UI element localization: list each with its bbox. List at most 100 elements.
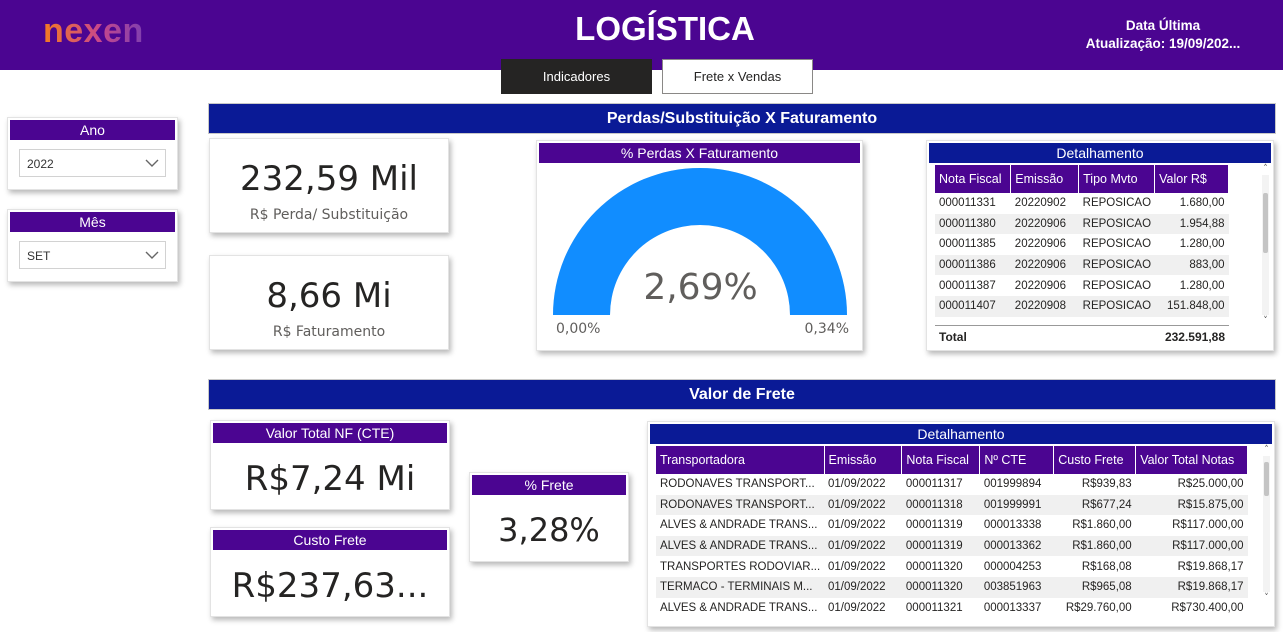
table-row[interactable]: 000011387 20220906 REPOSICAO 1.280,00 [935, 275, 1229, 296]
kpi-freight-cost-title: Custo Frete [213, 530, 447, 550]
freight-cell: ALVES & ANDRADE TRANS... [656, 535, 824, 557]
losses-total-row: Total 232.591,88 [935, 325, 1229, 347]
freight-col-header[interactable]: Nº CTE [979, 446, 1055, 474]
table-row[interactable]: 000011331 20220902 REPOSICAO 1.680,00 [935, 193, 1229, 214]
table-row[interactable]: 000011385 20220906 REPOSICAO 1.280,00 [935, 234, 1229, 255]
freight-cell: R$168,08 [1081, 560, 1132, 573]
table-row[interactable]: 000011380 20220906 REPOSICAO 1.954,88 [935, 213, 1229, 235]
freight-cell: 000011318 [901, 494, 980, 516]
last-update-line2: Atualização: 19/09/202... [1085, 36, 1241, 51]
freight-cell: 001999894 [983, 478, 1042, 491]
losses-cell: 000011380 [935, 213, 1011, 235]
kpi-freight-pct-value: 3,28% [498, 511, 600, 549]
losses-cell: 20220906 [1010, 213, 1079, 235]
freight-cell: R$117.000,00 [1172, 519, 1244, 532]
gauge-title: % Perdas X Faturamento [539, 143, 860, 163]
losses-cell: REPOSICAO [1078, 254, 1155, 276]
table-row[interactable]: RODONAVES TRANSPORT... 01/09/2022 00001131… [656, 474, 1248, 495]
kpi-freight-pct-card: % Frete 3,28% [469, 472, 629, 562]
kpi-revenue-value: 8,66 Mi [266, 276, 392, 316]
freight-col-header[interactable]: Transportadora [656, 446, 825, 474]
losses-cell: 1.954,88 [1154, 213, 1229, 235]
page-title: LOGÍSTICA [575, 10, 755, 47]
table-row[interactable]: TERMACO - TERMINAIS M... 01/09/2022 000011… [656, 576, 1248, 598]
tab-indicadores[interactable]: Indicadores [501, 59, 652, 94]
nexen-logo: nexen [43, 12, 144, 50]
freight-scrollbar[interactable] [1263, 456, 1270, 592]
freight-cell: 01/09/2022 [824, 576, 902, 598]
losses-cell: 000011385 [939, 238, 996, 251]
gauge-card: % Perdas X Faturamento 2,69% 0,00% 0,34% [536, 140, 863, 351]
scroll-up-icon[interactable]: ˄ [1263, 164, 1268, 174]
section-freight-header: Valor de Frete [208, 379, 1276, 410]
losses-scroll-thumb[interactable] [1263, 193, 1268, 253]
losses-table-header: Nota Fiscal Emissão Tipo Mvto Valor R$ [935, 165, 1229, 193]
mes-dropdown[interactable]: SET [19, 241, 166, 269]
last-update-info: Data Última Atualização: 19/09/202... [1068, 17, 1258, 53]
losses-cell: 000011387 [939, 279, 996, 292]
freight-cell: R$730.400,00 [1171, 601, 1244, 614]
table-row[interactable]: ALVES & ANDRADE TRANS... 01/09/2022 000011… [656, 515, 1248, 536]
freight-col-header[interactable]: Emissão [824, 446, 903, 474]
losses-col-header[interactable]: Nota Fiscal [935, 165, 1012, 193]
scroll-up-icon[interactable]: ˄ [1264, 445, 1269, 455]
freight-cell: 003851963 [979, 576, 1054, 598]
losses-col-header[interactable]: Tipo Mvto [1078, 165, 1156, 193]
freight-cell: R$939,83 [1081, 478, 1132, 491]
freight-cell: 000013337 [983, 601, 1042, 614]
freight-scroll-thumb[interactable] [1264, 462, 1269, 496]
losses-cell: REPOSICAO [1082, 197, 1152, 210]
losses-col-header[interactable]: Emissão [1010, 165, 1080, 193]
losses-scrollbar[interactable] [1262, 175, 1269, 315]
kpi-loss-value: 232,59 Mil [239, 159, 418, 199]
slicer-ano-title: Ano [10, 120, 175, 140]
gauge-min-label: 0,00% [556, 321, 601, 337]
losses-cell: 1.280,00 [1179, 238, 1225, 251]
losses-cell: REPOSICAO [1082, 279, 1152, 292]
freight-col-header[interactable]: Custo Frete [1053, 446, 1137, 474]
losses-cell: 20220906 [1014, 238, 1066, 251]
table-row[interactable]: ALVES & ANDRADE TRANS... 01/09/2022 000011… [656, 598, 1248, 619]
losses-detail-card: Detalhamento Nota Fiscal Emissão Tipo Mvto… [926, 140, 1274, 351]
freight-cell: R$19.868,17 [1135, 576, 1248, 598]
losses-cell: 1.680,00 [1179, 197, 1225, 210]
freight-cell: 000011321 [905, 601, 963, 614]
section-losses-header: Perdas/Substituição X Faturamento [208, 103, 1276, 134]
losses-cell: 151.848,00 [1154, 295, 1229, 317]
freight-cell: RODONAVES TRANSPORT... [660, 478, 815, 491]
losses-cell: 20220906 [1014, 279, 1066, 292]
freight-cell: 000011320 [901, 576, 980, 598]
losses-detail-table: Nota Fiscal Emissão Tipo Mvto Valor R$ 0000… [935, 165, 1229, 317]
gauge-max-label: 0,34% [804, 321, 849, 337]
table-row[interactable]: 000011386 20220906 REPOSICAO 883,00 [935, 254, 1229, 276]
losses-cell: 20220906 [1010, 254, 1079, 276]
header-bar: nexen LOGÍSTICA Data Última Atualização:… [0, 0, 1283, 70]
freight-cell: R$117.000,00 [1135, 535, 1248, 557]
tab-frete-vendas[interactable]: Frete x Vendas [662, 59, 813, 94]
ano-dropdown[interactable]: 2022 [19, 149, 166, 177]
freight-col-header[interactable]: Nota Fiscal [901, 446, 981, 474]
table-row[interactable]: RODONAVES TRANSPORT... 01/09/2022 00001131… [656, 494, 1248, 516]
table-row[interactable]: 000011407 20220908 REPOSICAO 151.848,00 [935, 295, 1229, 317]
freight-col-header[interactable]: Valor Total Notas [1135, 446, 1248, 474]
kpi-nf-total-title: Valor Total NF (CTE) [213, 423, 447, 443]
chevron-down-icon [145, 251, 159, 259]
kpi-revenue-label: R$ Faturamento [272, 324, 386, 340]
freight-cell: 000004253 [983, 560, 1042, 573]
freight-cell: ALVES & ANDRADE TRANS... [660, 519, 818, 532]
losses-cell: REPOSICAO [1078, 213, 1155, 235]
freight-cell: 001999991 [979, 494, 1054, 516]
scroll-down-icon[interactable]: ˅ [1264, 593, 1269, 603]
scroll-down-icon[interactable]: ˅ [1263, 316, 1268, 326]
kpi-revenue-card: 8,66 Mi R$ Faturamento [209, 255, 449, 350]
freight-detail-table: Transportadora Emissão Nota Fiscal Nº CTE Cu… [656, 446, 1248, 618]
losses-cell: 000011331 [939, 197, 996, 210]
table-row[interactable]: TRANSPORTES RODOVIAR... 01/09/2022 0000113… [656, 556, 1248, 577]
losses-detail-title: Detalhamento [929, 143, 1271, 163]
kpi-loss-label: R$ Perda/ Substituição [249, 207, 409, 223]
kpi-freight-cost-value: R$237,63... [231, 566, 429, 606]
table-row[interactable]: ALVES & ANDRADE TRANS... 01/09/2022 000011… [656, 535, 1248, 557]
kpi-nf-total-value: R$7,24 Mi [244, 459, 416, 499]
losses-col-header[interactable]: Valor R$ [1154, 165, 1229, 193]
freight-cell: 01/09/2022 [828, 519, 886, 532]
